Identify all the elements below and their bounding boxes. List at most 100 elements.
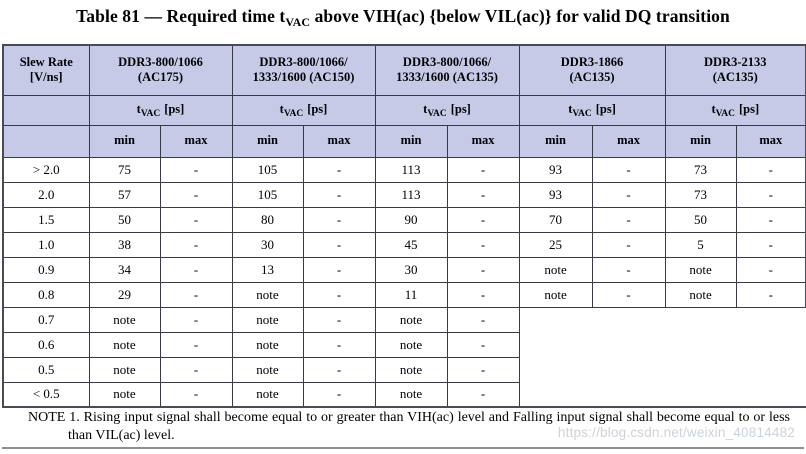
- slew-rate-cell: 0.7: [2, 306, 90, 333]
- slew-rate-header-line2: [V/ns]: [29, 70, 63, 85]
- max-value-cell: -: [302, 356, 376, 383]
- min-value-cell: note: [374, 381, 448, 408]
- max-value-cell: -: [446, 256, 520, 283]
- max-value-cell: -: [302, 281, 376, 308]
- max-header: max: [446, 124, 520, 158]
- slew-rate-cell: > 2.0: [2, 156, 90, 183]
- min-header: min: [518, 124, 593, 158]
- slew-rate-cell: < 0.5: [2, 381, 90, 408]
- table-row: 0.5 note - note - note -: [2, 356, 806, 383]
- table-title-pre: Table 81 — Required time t: [76, 6, 286, 26]
- max-value-cell: -: [446, 306, 520, 333]
- tvac-sub: VAC: [572, 109, 592, 120]
- empty-header-cell: [2, 124, 90, 158]
- tvac-ps-header: tVAC [ps]: [518, 94, 666, 126]
- min-value-cell: 105: [231, 156, 304, 183]
- table-row: 0.9 34-13-30- note - note -: [2, 256, 806, 283]
- group-header-line1: DDR3-800/1066/: [402, 54, 492, 69]
- min-value-cell: 30: [231, 231, 304, 258]
- table-title: Table 81 — Required time tVAC above VIH(…: [0, 6, 806, 29]
- min-value-cell: 113: [374, 181, 448, 208]
- note-text: NOTE 1. Rising input signal shall become…: [28, 410, 790, 443]
- group-header-line2: (AC135): [712, 70, 758, 85]
- watermark-text: https://blog.csdn.net/weixin_40814482: [557, 425, 795, 440]
- max-value-cell: -: [159, 281, 233, 308]
- min-value-cell: note: [374, 356, 448, 383]
- group-header-ddr3-1333-1600-ac150: DDR3-800/1066/ 1333/1600 (AC150): [231, 44, 376, 96]
- tvac-base: t: [136, 102, 141, 117]
- table-body: > 2.0 75-105-113-93-73-2.0 57-105-113-93-7…: [2, 156, 806, 408]
- max-value-cell: -: [591, 281, 666, 308]
- max-value-cell: -: [446, 206, 520, 233]
- slew-rate-cell: 2.0: [2, 181, 90, 208]
- min-value-cell: 57: [88, 181, 161, 208]
- min-value-cell: note: [88, 381, 161, 408]
- max-value-cell: -: [446, 356, 520, 383]
- slew-rate-cell: 0.8: [2, 281, 90, 308]
- min-value-cell: 105: [231, 181, 304, 208]
- table-row: 0.7 note - note - note -: [2, 306, 806, 408]
- table-row: < 0.5 note - note - note -: [2, 381, 806, 408]
- min-value-cell: note: [231, 281, 304, 308]
- table-row: 2.0 57-105-113-93-73-: [2, 181, 806, 208]
- tvac-ps-header: tVAC [ps]: [231, 94, 376, 126]
- min-value-cell: 90: [374, 206, 448, 233]
- max-value-cell: -: [159, 356, 233, 383]
- min-value-cell: note: [518, 256, 593, 283]
- tvac-base: t: [568, 102, 573, 117]
- max-value-cell: -: [159, 156, 233, 183]
- max-value-cell: -: [735, 181, 806, 208]
- max-value-cell: -: [302, 206, 376, 233]
- table-header: Slew Rate [V/ns] DDR3-800/1066 (AC175) D…: [2, 44, 806, 158]
- min-value-cell: 34: [88, 256, 161, 283]
- min-value-cell: note: [518, 281, 593, 308]
- table-row: 0.8 29- note -11- note - note -: [2, 281, 806, 308]
- tvac-sub: VAC: [715, 109, 735, 120]
- min-value-cell: note: [664, 281, 737, 308]
- max-value-cell: -: [446, 331, 520, 358]
- max-header: max: [302, 124, 376, 158]
- table-title-post: above VIH(ac) {below VIL(ac)} for valid …: [310, 6, 730, 26]
- group-header-ddr3-800-1066-ac175: DDR3-800/1066 (AC175): [88, 44, 233, 96]
- min-value-cell: 73: [664, 181, 737, 208]
- min-value-cell: 30: [374, 256, 448, 283]
- tvac-sub: VAC: [140, 109, 161, 120]
- max-value-cell: -: [302, 381, 376, 408]
- min-value-cell: 5: [664, 231, 737, 258]
- max-value-cell: -: [302, 306, 376, 333]
- min-value-cell: note: [231, 381, 304, 408]
- group-header-ddr3-2133-ac135: DDR3-2133 (AC135): [664, 44, 806, 96]
- bottom-rule: [2, 447, 804, 449]
- max-value-cell: -: [446, 156, 520, 183]
- tvac-unit: [ps]: [164, 102, 185, 117]
- tvac-spec-table: Slew Rate [V/ns] DDR3-800/1066 (AC175) D…: [2, 44, 806, 408]
- group-header-ddr3-1333-1600-ac135: DDR3-800/1066/ 1333/1600 (AC135): [374, 44, 520, 96]
- min-value-cell: 75: [88, 156, 161, 183]
- max-value-cell: -: [735, 156, 806, 183]
- slew-rate-header-line1: Slew Rate: [19, 54, 73, 69]
- min-value-cell: 93: [518, 181, 593, 208]
- min-header: min: [374, 124, 448, 158]
- max-value-cell: -: [735, 256, 806, 283]
- min-value-cell: 80: [231, 206, 304, 233]
- min-value-cell: 50: [88, 206, 161, 233]
- group-header-line1: DDR3-2133: [704, 54, 767, 69]
- min-value-cell: note: [88, 306, 161, 333]
- tvac-base: t: [423, 102, 428, 117]
- max-value-cell: -: [591, 181, 666, 208]
- group-header-ddr3-1866-ac135: DDR3-1866 (AC135): [518, 44, 666, 96]
- min-value-cell: note: [88, 331, 161, 358]
- slew-rate-cell: 0.6: [2, 331, 90, 358]
- slew-rate-cell: 0.9: [2, 256, 90, 283]
- min-value-cell: 38: [88, 231, 161, 258]
- tvac-unit: [ps]: [595, 102, 616, 117]
- header-row-groups: Slew Rate [V/ns] DDR3-800/1066 (AC175) D…: [2, 44, 806, 96]
- min-value-cell: 70: [518, 206, 593, 233]
- tvac-ps-header: tVAC [ps]: [88, 94, 233, 126]
- tvac-unit: [ps]: [307, 102, 328, 117]
- table-title-subscript: VAC: [285, 15, 311, 29]
- max-value-cell: -: [159, 381, 233, 408]
- min-value-cell: 25: [518, 231, 593, 258]
- max-value-cell: -: [302, 156, 376, 183]
- max-value-cell: -: [735, 231, 806, 258]
